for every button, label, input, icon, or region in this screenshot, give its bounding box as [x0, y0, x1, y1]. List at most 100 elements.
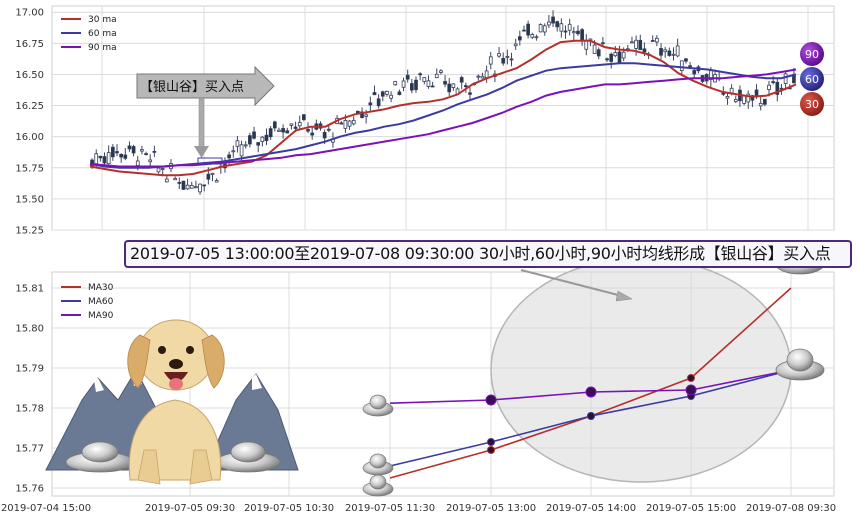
badge-30-label: 30 — [805, 98, 819, 111]
top-ma-lines — [89, 39, 797, 177]
candle-body — [214, 180, 219, 183]
x-tick-label: 2019-07-05 15:00 — [646, 503, 736, 514]
candle-body — [164, 178, 169, 183]
dog-nose — [169, 359, 183, 369]
candle-body — [401, 80, 406, 88]
candle-body — [418, 73, 423, 76]
candle-body — [488, 56, 493, 65]
candle-body — [210, 172, 215, 175]
candle-body — [306, 129, 310, 132]
candle-body — [264, 134, 269, 142]
candle-body — [144, 153, 148, 156]
candle-body — [177, 182, 182, 184]
silver-ingot-icon — [775, 348, 825, 381]
candle-body — [422, 77, 427, 82]
candle-body — [758, 103, 763, 107]
candle-body — [235, 140, 240, 147]
candle-body — [173, 178, 177, 181]
y-tick-label: 15.79 — [15, 364, 44, 375]
candle-body — [659, 48, 663, 56]
candle-body — [605, 58, 609, 61]
candle-body — [160, 168, 165, 170]
candle-body — [576, 30, 580, 35]
candle-body — [742, 95, 746, 104]
candle-body — [750, 95, 755, 101]
legend-label-ma90: MA90 — [88, 311, 114, 321]
candle-body — [140, 149, 144, 152]
badge-30 — [800, 92, 824, 116]
x-tick-label: 2019-07-04 15:00 — [1, 503, 91, 514]
candle-body — [426, 80, 431, 87]
candle-body — [459, 77, 464, 83]
candle-body — [517, 36, 522, 41]
candle-body — [667, 50, 672, 56]
candle-body — [110, 146, 115, 158]
candle-body — [430, 85, 435, 88]
y-tick-label: 16.00 — [15, 132, 44, 143]
candle-body — [202, 184, 207, 187]
candle-body — [185, 184, 190, 190]
candle-body — [106, 152, 111, 165]
y-tick-label: 15.75 — [15, 163, 44, 174]
ma-line-60ma — [89, 62, 797, 169]
candle-body — [98, 155, 103, 159]
buy-point-label: 【银山谷】买入点 — [140, 80, 244, 95]
candle-body — [239, 144, 244, 157]
mountain-right — [204, 373, 299, 471]
candle-body — [679, 60, 684, 71]
x-tick-label: 2019-07-05 13:00 — [446, 503, 536, 514]
candle-body — [779, 87, 784, 90]
candle-body — [613, 52, 618, 57]
candle-body — [684, 58, 688, 62]
candle-body — [592, 44, 597, 54]
candle-body — [571, 31, 576, 34]
candle-body — [194, 186, 198, 189]
candle-body — [655, 37, 659, 43]
candle-body — [135, 160, 140, 166]
candle-body — [131, 146, 136, 154]
candle-body — [289, 123, 294, 126]
candle-body — [688, 65, 692, 68]
top-y-grid — [52, 11, 834, 231]
candle-body — [596, 49, 601, 57]
candle-body — [268, 128, 273, 138]
candle-body — [409, 83, 414, 91]
candle-body — [256, 142, 261, 146]
candle-body — [380, 91, 385, 97]
candle-body — [397, 91, 402, 96]
y-tick-label: 15.78 — [15, 404, 44, 415]
candle-body — [675, 45, 680, 57]
pointer-line — [520, 269, 623, 297]
candle-body — [463, 85, 468, 88]
candle-body — [252, 131, 256, 139]
dog-tongue — [169, 378, 183, 390]
candle-body — [476, 75, 481, 78]
candle-body — [767, 84, 771, 90]
candle-body — [123, 154, 128, 159]
candle-body — [559, 23, 564, 32]
candle-body — [94, 153, 99, 165]
candle-body — [277, 129, 281, 132]
candle-body — [563, 30, 568, 33]
candle-body — [513, 43, 518, 47]
candle-body — [733, 99, 738, 103]
top-y-tick-labels: 17.00 16.75 16.50 16.25 16.00 15.75 15.50 15.25 — [15, 8, 44, 237]
candle-body — [638, 39, 643, 51]
candle-body — [621, 51, 626, 59]
candle-body — [443, 81, 447, 85]
candle-body — [484, 70, 489, 78]
mountain-snow — [94, 370, 142, 392]
candle-body — [783, 73, 788, 84]
legend-label-90ma: 90 ma — [88, 43, 117, 53]
candle-body — [538, 24, 543, 33]
data-point-ma60 — [587, 412, 595, 420]
candle-body — [746, 93, 751, 103]
candle-body — [260, 136, 265, 143]
candle-body — [393, 81, 398, 86]
dog-ear-right — [201, 334, 225, 389]
candle-body — [630, 41, 634, 44]
candle-body — [368, 102, 373, 106]
candle-body — [343, 120, 348, 129]
x-tick-label: 2019-07-05 10:30 — [244, 503, 334, 514]
candle-body — [609, 53, 614, 62]
